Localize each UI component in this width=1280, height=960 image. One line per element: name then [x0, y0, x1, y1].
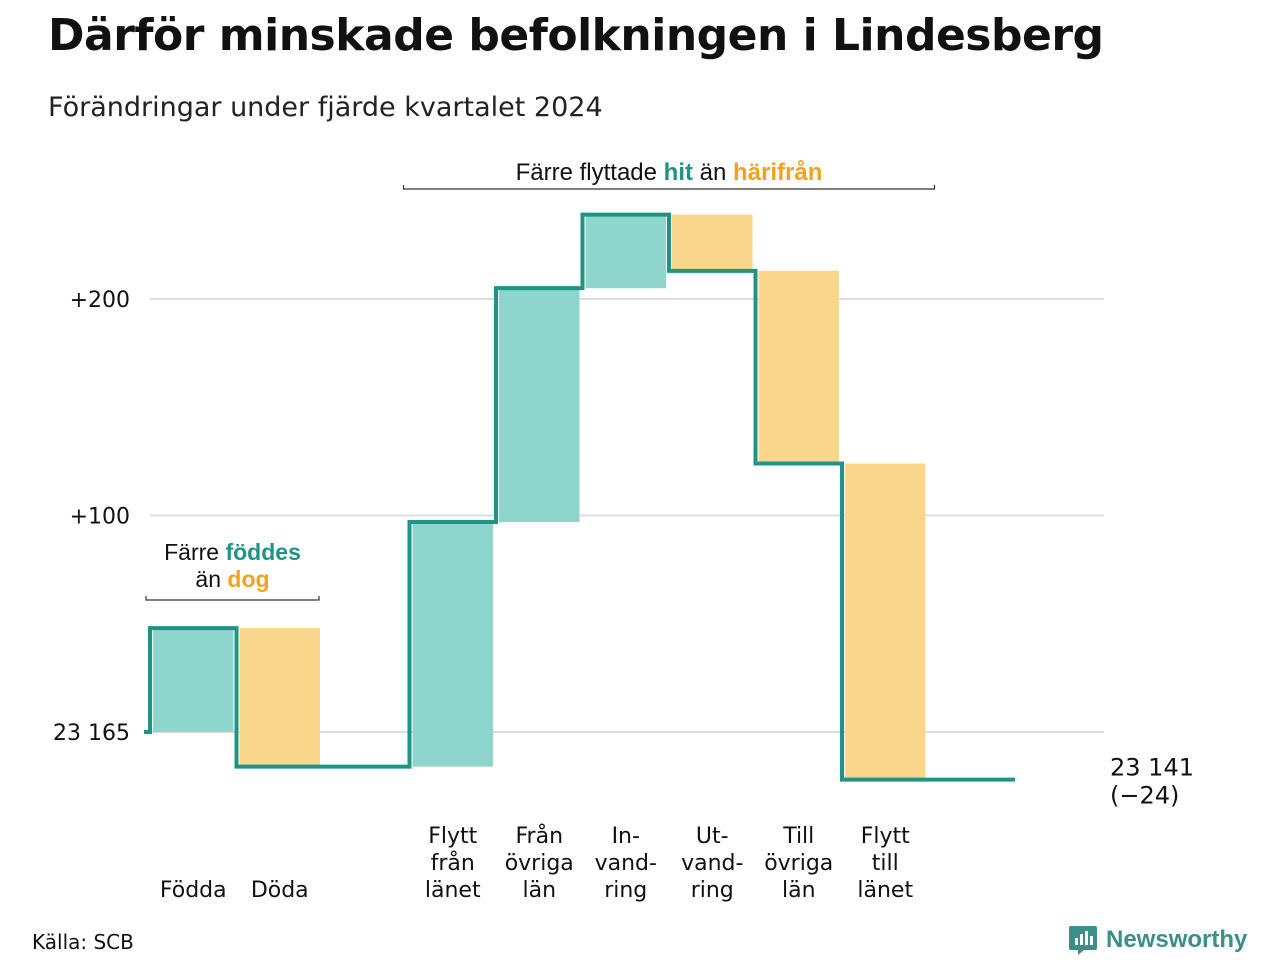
y-tick-label: 23 165	[53, 721, 130, 746]
category-label: Döda	[251, 878, 309, 903]
waterfall-bar	[153, 628, 234, 732]
waterfall-bar	[412, 521, 493, 767]
waterfall-bar	[585, 214, 666, 289]
end-value-label: 23 141	[1110, 754, 1194, 782]
y-tick-label: +200	[70, 288, 130, 313]
migration-annotation: Färre flyttade hit än härifrån	[516, 159, 823, 186]
waterfall-step-line	[144, 212, 1015, 782]
waterfall-bar	[758, 270, 839, 464]
migration-bracket	[402, 185, 936, 190]
category-label: Flytt till länet	[857, 824, 913, 903]
births-bracket	[145, 596, 320, 601]
category-label: Födda	[160, 878, 227, 903]
chart-title: Därför minskade befolkningen i Lindesber…	[48, 10, 1104, 61]
category-label: Från övriga län	[505, 823, 574, 903]
end-change-label: (−24)	[1110, 782, 1179, 810]
category-label: Flytt från länet	[425, 824, 481, 903]
category-label: Till övriga län	[764, 824, 833, 903]
y-tick-label: +100	[70, 505, 130, 530]
waterfall-bar	[845, 463, 926, 780]
births-annotation-line1: Färre föddes	[164, 539, 301, 565]
waterfall-bar	[239, 628, 320, 767]
waterfall-bar	[672, 214, 753, 271]
waterfall-bar	[499, 288, 580, 522]
births-annotation-line2: än dog	[195, 566, 269, 592]
source-note: Källa: SCB	[32, 930, 134, 954]
chart-subtitle: Förändringar under fjärde kvartalet 2024	[48, 92, 603, 123]
bar-chart-speech-bubble-icon	[1069, 926, 1097, 955]
category-label: Ut-vand-ring	[681, 824, 743, 903]
brand-name: Newsworthy	[1106, 926, 1248, 953]
brand-logo[interactable]: Newsworthy	[1068, 924, 1247, 956]
category-label: In-vand-ring	[595, 824, 657, 903]
